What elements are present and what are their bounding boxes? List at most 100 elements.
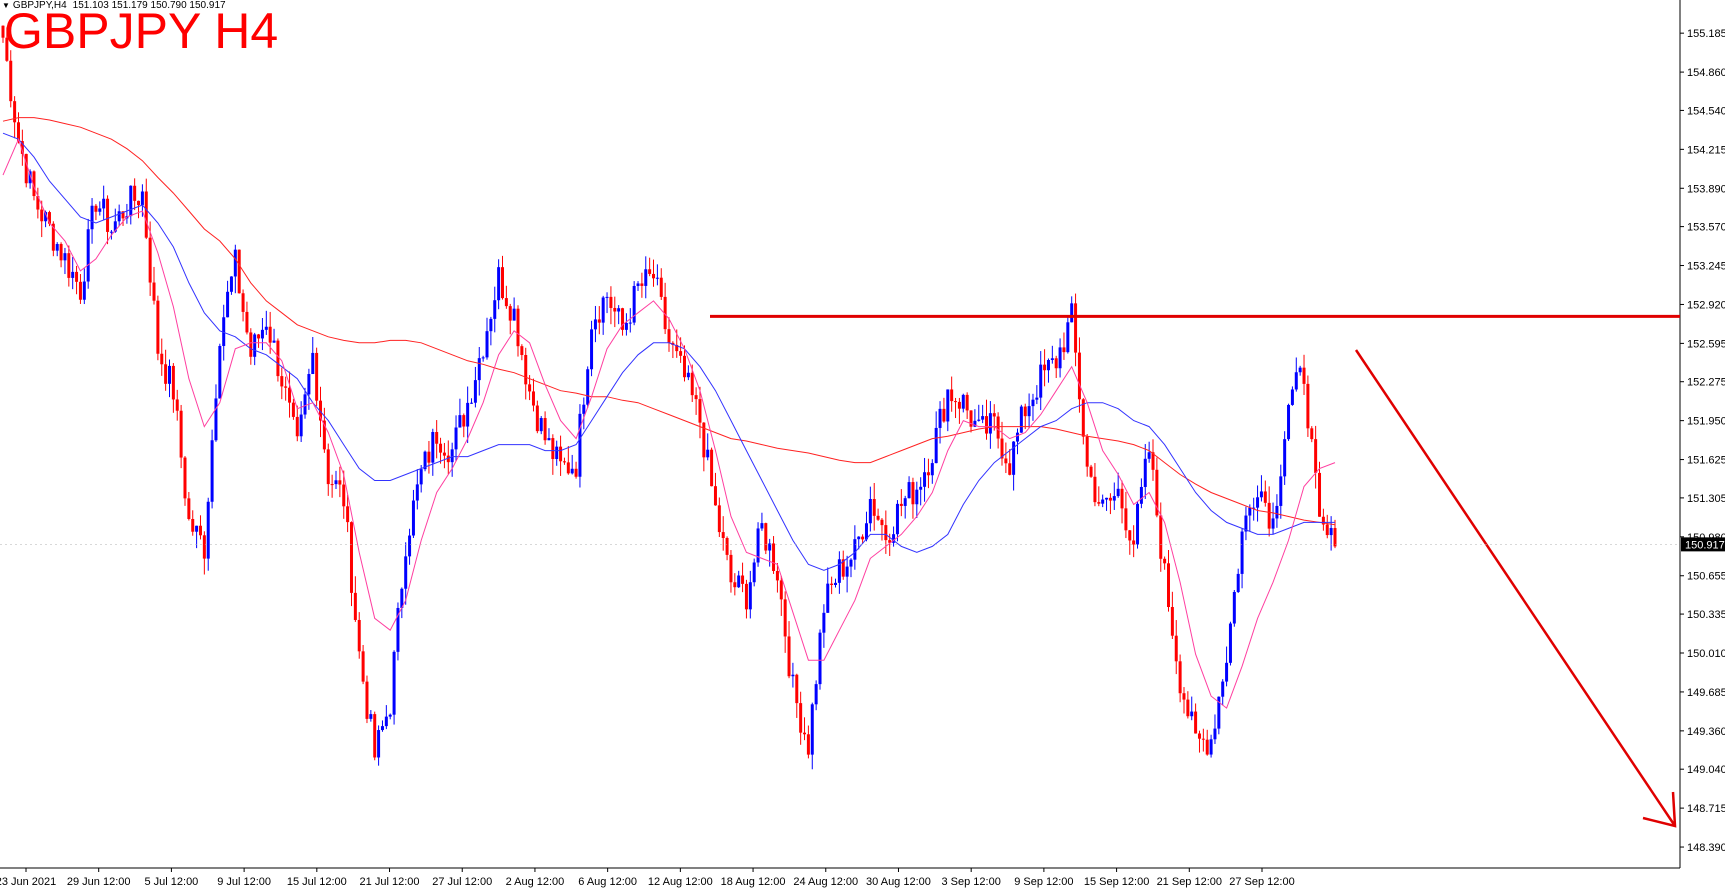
candle-body: [1155, 469, 1159, 516]
candle-body: [729, 554, 733, 583]
candle-body: [466, 402, 470, 427]
candle-body: [768, 543, 772, 551]
candle-body: [752, 562, 756, 583]
candle-body: [109, 231, 113, 233]
candle-body: [299, 414, 303, 437]
x-tick-label: 9 Sep 12:00: [1014, 876, 1073, 888]
candle-body: [876, 515, 880, 520]
candle-body: [992, 413, 996, 417]
candle-body: [985, 416, 989, 434]
dropdown-triangle-icon[interactable]: ▼: [2, 1, 10, 10]
candle-body: [446, 455, 450, 463]
candle-body: [868, 499, 872, 524]
candle-body: [880, 519, 884, 526]
candle-body: [1070, 303, 1074, 323]
candle-body: [609, 296, 613, 308]
candle-body: [675, 344, 679, 352]
candle-body: [535, 405, 539, 432]
x-tick-label: 5 Jul 12:00: [144, 876, 198, 888]
candle-body: [98, 208, 102, 212]
candle-body: [1159, 515, 1163, 559]
x-tick-label: 15 Jul 12:00: [287, 876, 347, 888]
candle-body: [884, 525, 888, 541]
candle-body: [1236, 573, 1240, 592]
candle-body: [144, 191, 148, 238]
candle-body: [621, 308, 625, 330]
candle-body: [520, 346, 524, 356]
candle-body: [1182, 693, 1186, 700]
candle-body: [1128, 530, 1132, 541]
candle-body: [1321, 516, 1325, 525]
y-tick-label: 152.275: [1687, 377, 1725, 389]
candle-body: [938, 408, 942, 428]
candle-body: [1012, 441, 1016, 475]
candle-body: [706, 449, 710, 458]
candle-body: [245, 311, 249, 333]
candle-body: [1139, 486, 1143, 504]
candle-body: [129, 185, 133, 217]
candle-body: [911, 482, 915, 505]
candle-body: [1248, 507, 1252, 516]
candle-body: [888, 540, 892, 543]
candle-body: [450, 449, 454, 463]
candle-body: [775, 570, 779, 581]
candle-body: [837, 559, 841, 583]
candle-body: [9, 60, 13, 102]
candle-body: [547, 438, 551, 441]
chart-header: ▼ GBPJPY,H4 151.103 151.179 150.790 150.91…: [2, 0, 226, 11]
candle-body: [1194, 711, 1198, 734]
candle-body: [1043, 364, 1047, 371]
candle-body: [1132, 540, 1136, 545]
candle-body: [272, 340, 276, 343]
candle-body: [415, 484, 419, 501]
candle-body: [1108, 497, 1112, 501]
candle-body: [1290, 389, 1294, 405]
candle-body: [1000, 438, 1004, 459]
y-tick-label: 153.570: [1687, 222, 1725, 234]
candle-body: [686, 372, 690, 378]
candle-body: [961, 394, 965, 409]
candle-body: [458, 415, 462, 428]
candle-body: [663, 296, 667, 330]
y-tick-label: 151.625: [1687, 455, 1725, 467]
x-tick-label: 18 Aug 12:00: [721, 876, 786, 888]
candle-body: [713, 486, 717, 506]
candle-body: [373, 714, 377, 758]
current-price-label: 150.917: [1685, 539, 1725, 551]
x-tick-label: 21 Sep 12:00: [1157, 876, 1222, 888]
candle-body: [861, 536, 865, 540]
current-price-tag: [1681, 537, 1725, 552]
candle-body: [725, 537, 729, 555]
candle-body: [531, 391, 535, 406]
y-tick-label: 148.715: [1687, 803, 1725, 815]
candle-body: [988, 413, 992, 434]
candle-body: [222, 317, 226, 346]
candle-body: [117, 211, 121, 222]
candle-body: [1267, 502, 1271, 529]
candle-body: [55, 244, 59, 251]
candle-body: [342, 484, 346, 507]
candle-body: [1217, 696, 1221, 729]
candle-body: [346, 506, 350, 523]
candle-body: [849, 559, 853, 567]
candle-body: [965, 394, 969, 411]
candle-body: [241, 293, 245, 312]
candle-body: [47, 212, 51, 224]
candle-body: [411, 500, 415, 536]
candle-body: [915, 489, 919, 505]
candle-body: [1329, 528, 1333, 536]
x-tick-label: 23 Jun 2021: [0, 876, 56, 888]
downtrend-arrow: [1354, 349, 1677, 827]
candle-body: [276, 340, 280, 377]
candle-body: [1046, 360, 1050, 371]
candle-body: [864, 523, 868, 540]
candle-body: [919, 486, 923, 490]
y-tick-label: 154.540: [1687, 105, 1725, 117]
candle-body: [628, 322, 632, 324]
candle-body: [1225, 662, 1229, 682]
candle-body: [140, 191, 144, 206]
candle-body: [717, 505, 721, 533]
candle-body: [369, 714, 373, 719]
candle-body: [82, 281, 86, 300]
